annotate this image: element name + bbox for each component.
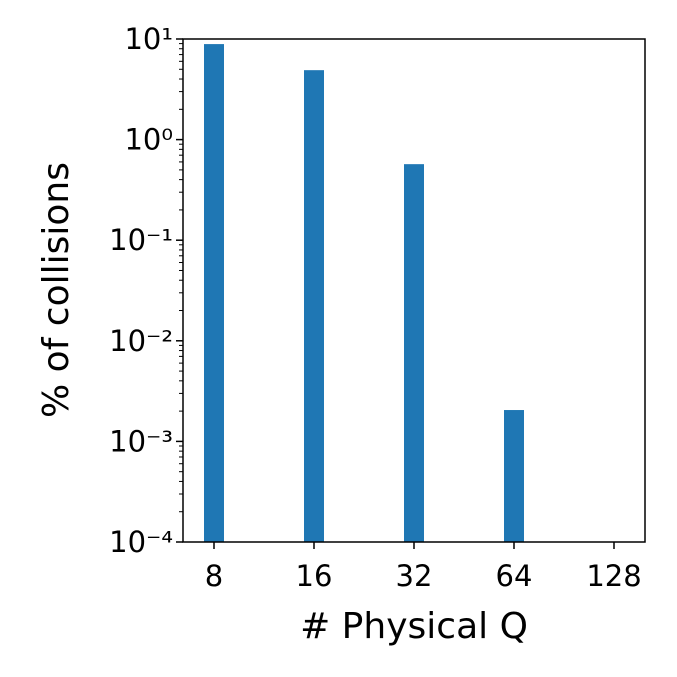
y-axis-label: % of collisions: [36, 162, 77, 418]
x-tick-label: 8: [205, 559, 223, 593]
plot-frame: [182, 38, 646, 543]
x-tick-label: 16: [296, 559, 333, 593]
y-tick-label: 10⁰: [124, 123, 173, 157]
x-tick-label: 128: [586, 559, 641, 593]
y-tick-label: 10⁻¹: [109, 223, 173, 257]
bar: [304, 70, 324, 543]
y-tick-label: 10¹: [124, 22, 173, 56]
bar: [504, 410, 524, 542]
y-tick-label: 10⁻²: [109, 324, 173, 358]
bar: [404, 164, 424, 542]
x-tick-label: 32: [396, 559, 433, 593]
bar: [204, 44, 224, 542]
x-axis-label: # Physical Q: [300, 606, 528, 647]
y-tick-label: 10⁻⁴: [109, 525, 173, 559]
y-tick-label: 10⁻³: [109, 424, 173, 458]
x-tick-label: 64: [496, 559, 533, 593]
